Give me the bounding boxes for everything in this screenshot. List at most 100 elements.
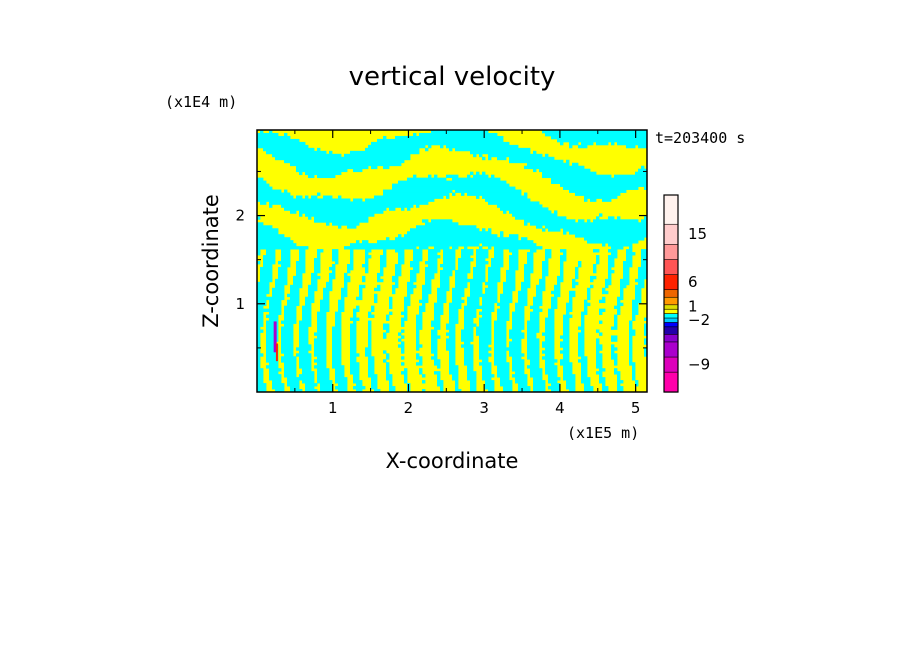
field-cell	[431, 338, 438, 342]
field-cell	[530, 249, 537, 253]
field-cell	[443, 261, 456, 265]
field-cell	[380, 255, 387, 259]
field-cell	[470, 293, 498, 298]
field-cell	[257, 231, 279, 235]
field-cell	[602, 389, 609, 392]
field-cell	[596, 353, 603, 357]
field-cell	[464, 356, 474, 360]
x-tick-label: 5	[631, 399, 641, 417]
field-cell	[536, 290, 543, 295]
field-cell	[404, 368, 408, 372]
field-cell	[500, 377, 510, 381]
x-axis: 1 2 3 4 5	[294, 130, 641, 417]
field-cell	[383, 326, 390, 330]
field-cell	[260, 275, 273, 280]
field-cell	[284, 189, 288, 193]
field-cell	[560, 269, 564, 274]
y-axis-label: Z-coordinate	[199, 194, 223, 328]
field-cell	[614, 371, 621, 375]
field-cell	[266, 335, 279, 339]
field-cell	[470, 389, 477, 392]
field-cell	[389, 296, 393, 301]
field-cell	[497, 365, 510, 369]
field-cell	[395, 237, 519, 241]
field-cell	[401, 362, 405, 366]
field-cell	[287, 383, 300, 387]
field-cell	[347, 266, 354, 271]
y-tick-label: 1	[235, 295, 245, 313]
field-cell	[479, 344, 489, 348]
field-cell	[413, 174, 417, 179]
field-cell	[488, 201, 540, 205]
field-cell	[410, 263, 420, 268]
field-cell	[296, 195, 303, 199]
field-cell	[266, 356, 279, 360]
field-cell	[284, 159, 405, 164]
field-cell	[338, 308, 345, 313]
field-cell	[332, 249, 339, 253]
field-cell	[449, 353, 456, 357]
field-cell	[269, 374, 282, 378]
field-cell	[356, 296, 363, 301]
field-cell	[641, 261, 647, 265]
field-cell	[461, 252, 474, 256]
field-cell	[260, 269, 273, 274]
field-cell	[416, 344, 423, 348]
field-cell	[464, 246, 468, 250]
field-cell	[257, 243, 297, 247]
field-cell	[389, 389, 396, 392]
field-cell	[608, 249, 618, 253]
field-cell	[317, 192, 321, 196]
field-cell	[296, 165, 369, 170]
field-cell	[557, 138, 647, 143]
field-cell	[560, 266, 564, 271]
field-cell	[479, 338, 492, 342]
field-cell	[530, 362, 540, 366]
field-cell	[446, 195, 450, 199]
field-cell	[551, 135, 647, 140]
field-cell	[422, 287, 432, 292]
field-cell	[395, 249, 405, 253]
field-cell	[365, 350, 372, 354]
field-cell	[563, 356, 570, 360]
field-cell	[524, 263, 534, 268]
field-cell	[584, 198, 588, 202]
field-cell	[401, 341, 405, 345]
field-cell	[449, 356, 456, 360]
field-cell	[296, 261, 306, 265]
field-cell	[629, 362, 636, 366]
field-cell	[419, 305, 426, 310]
field-cell	[416, 335, 420, 339]
field-cell	[323, 293, 330, 298]
field-cell	[482, 314, 492, 318]
field-cell	[284, 132, 288, 137]
field-cell	[314, 261, 321, 265]
field-cell	[476, 252, 489, 256]
field-cell	[314, 338, 327, 342]
field-cell	[257, 296, 285, 301]
field-cell	[545, 317, 555, 321]
field-cell	[383, 350, 387, 354]
field-cell	[623, 269, 630, 274]
field-cell	[404, 380, 408, 384]
field-cell	[392, 290, 396, 295]
field-cell	[416, 225, 477, 229]
field-cell	[368, 344, 372, 348]
field-cell	[482, 377, 492, 381]
field-cell	[452, 293, 465, 298]
field-cell	[461, 255, 471, 259]
field-cell	[371, 308, 375, 313]
field-cell	[542, 174, 612, 179]
field-cell	[527, 335, 537, 339]
field-cell	[473, 269, 486, 274]
field-cell	[440, 389, 444, 392]
field-cell	[404, 377, 408, 381]
field-cell	[596, 261, 600, 265]
field-cell	[482, 296, 498, 301]
field-cell	[296, 263, 306, 268]
field-cell	[272, 153, 342, 158]
field-cell	[314, 365, 327, 369]
field-cell	[461, 332, 474, 336]
field-cell	[524, 272, 531, 277]
field-cell	[314, 353, 327, 357]
